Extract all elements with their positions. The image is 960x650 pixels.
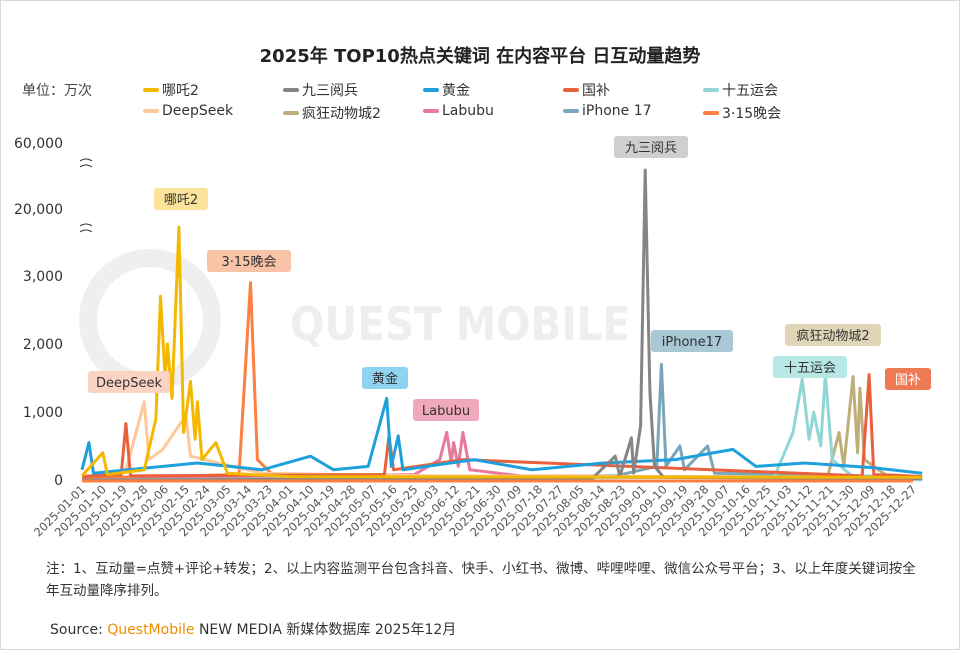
legend-swatch — [563, 109, 579, 113]
callout-哪吒2: 哪吒2 — [154, 188, 208, 210]
y-tick-label: 20,000 — [14, 202, 63, 218]
legend-label: 黄金 — [442, 83, 470, 99]
legend-item: 十五运会 — [703, 80, 778, 100]
legend-swatch — [423, 109, 439, 113]
callout-iPhone 17: iPhone17 — [651, 330, 733, 352]
callout-十五运会: 十五运会 — [773, 356, 847, 378]
legend-label: 哪吒2 — [162, 83, 199, 99]
legend-item: iPhone 17 — [563, 103, 652, 119]
series-line-黄金 — [80, 396, 923, 475]
callout-label: 九三阅兵 — [625, 141, 677, 156]
callout-DeepSeek: DeepSeek — [88, 371, 170, 393]
callout-label: 黄金 — [372, 371, 398, 387]
callout-黄金: 黄金 — [362, 367, 408, 389]
chart-title: 2025年 TOP10热点关键词 在内容平台 日互动量趋势 — [259, 46, 701, 67]
callout-九三阅兵: 九三阅兵 — [614, 136, 688, 158]
callout-疯狂动物城2: 疯狂动物城2 — [785, 324, 881, 346]
series-line-哪吒2 — [80, 225, 923, 479]
watermark: QUEST MOBILE — [290, 297, 630, 351]
legend-swatch — [283, 88, 299, 92]
y-tick-label: 2,000 — [23, 337, 63, 353]
legend-label: 疯狂动物城2 — [302, 106, 381, 122]
callout-label: 国补 — [895, 373, 921, 388]
legend-label: 十五运会 — [722, 83, 778, 99]
callout-label: 十五运会 — [784, 361, 836, 376]
legend-item: 国补 — [563, 80, 610, 100]
legend-label: DeepSeek — [162, 103, 234, 119]
legend-item: 哪吒2 — [143, 80, 199, 100]
source-line: Source: QuestMobile NEW MEDIA 新媒体数据库 202… — [50, 619, 456, 639]
legend-swatch — [143, 88, 159, 92]
source-brand: QuestMobile — [107, 622, 195, 638]
legend-item: 疯狂动物城2 — [283, 103, 381, 123]
y-tick-label: 60,000 — [14, 136, 63, 152]
legend-label: 3·15晚会 — [722, 106, 782, 122]
legend-item: DeepSeek — [143, 103, 233, 119]
callout-label: 3·15晚会 — [222, 255, 277, 270]
legend-label: Labubu — [442, 103, 494, 119]
legend-item: 黄金 — [423, 80, 470, 100]
series-line-九三阅兵 — [81, 168, 923, 482]
y-tick-label: 0 — [54, 473, 63, 489]
y-tick-label: 3,000 — [23, 269, 63, 285]
source-text: NEW MEDIA 新媒体数据库 2025年12月 — [198, 622, 457, 638]
callout-label: 疯狂动物城2 — [796, 328, 869, 344]
callout-label: Labubu — [422, 404, 470, 419]
callout-label: DeepSeek — [96, 376, 163, 391]
legend-label: iPhone 17 — [582, 103, 652, 119]
unit-label: 单位：万次 — [22, 83, 92, 99]
watermark-logo — [79, 249, 221, 391]
series-line-iPhone 17 — [81, 362, 923, 482]
axis-break-icon — [79, 158, 93, 168]
legend-label: 九三阅兵 — [302, 83, 358, 99]
legend-swatch — [563, 88, 579, 92]
source-label: Source: — [50, 622, 103, 638]
legend-item: 九三阅兵 — [283, 80, 358, 100]
legend-item: 3·15晚会 — [703, 103, 781, 123]
legend-item: Labubu — [423, 103, 494, 119]
callout-3·15晚会: 3·15晚会 — [207, 250, 291, 272]
callout-国补: 国补 — [885, 368, 931, 390]
callout-label: 哪吒2 — [164, 193, 198, 208]
legend-swatch — [283, 111, 299, 115]
legend-label: 国补 — [582, 83, 610, 99]
legend-swatch — [703, 111, 719, 115]
callout-Labubu: Labubu — [413, 399, 479, 421]
legend-swatch — [703, 88, 719, 92]
legend-swatch — [143, 109, 159, 113]
axis-break-icon — [79, 223, 93, 233]
footnote: 注：1、互动量=点赞+评论+转发；2、以上内容监测平台包含抖音、快手、小红书、微… — [46, 561, 916, 599]
callout-label: iPhone17 — [662, 335, 722, 350]
y-tick-label: 1,000 — [23, 405, 63, 421]
legend-swatch — [423, 88, 439, 92]
